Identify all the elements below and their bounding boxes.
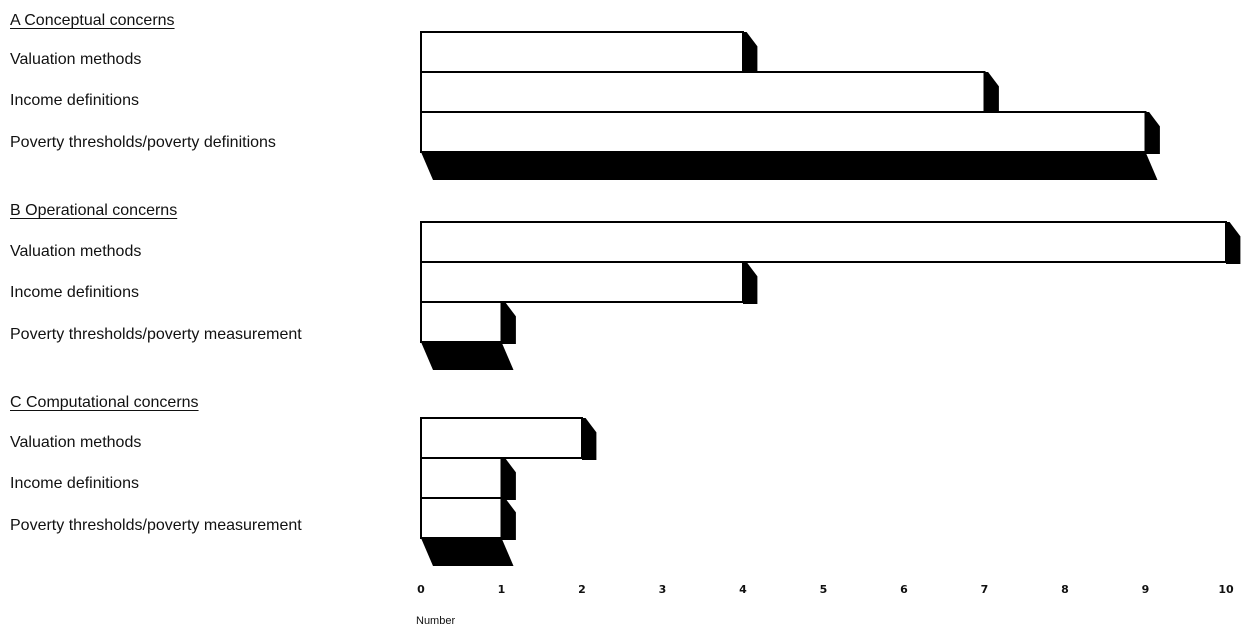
bar-shadow bbox=[743, 32, 758, 74]
x-tick-label: 3 bbox=[658, 583, 667, 596]
x-tick-label: 6 bbox=[900, 583, 908, 596]
bar bbox=[420, 457, 503, 499]
bar bbox=[420, 261, 744, 303]
bar-shadow-bottom bbox=[421, 342, 514, 370]
category-label: Poverty thresholds/poverty definitions bbox=[10, 134, 276, 151]
x-axis-label: Number bbox=[416, 615, 456, 627]
x-tick-label: 1 bbox=[497, 583, 506, 596]
category-label: Income definitions bbox=[10, 475, 139, 492]
bar bbox=[420, 111, 1147, 153]
x-tick-label: 5 bbox=[819, 583, 828, 596]
bar-shadow bbox=[1145, 112, 1160, 154]
bar bbox=[420, 71, 986, 113]
bar bbox=[420, 497, 503, 539]
group-title: C Computational concerns bbox=[10, 394, 199, 411]
bar bbox=[420, 31, 744, 73]
x-tick-label: 4 bbox=[739, 583, 747, 596]
group-title: B Operational concerns bbox=[10, 202, 178, 219]
bar-shadow-bottom bbox=[421, 538, 514, 566]
category-label: Income definitions bbox=[10, 92, 139, 109]
category-label: Valuation methods bbox=[10, 434, 142, 451]
category-label: Poverty thresholds/poverty measurement bbox=[10, 326, 302, 343]
bar-shadow-bottom bbox=[421, 152, 1158, 180]
x-tick-label: 9 bbox=[1141, 583, 1150, 596]
bar-shadow bbox=[501, 302, 516, 344]
bar-shadow bbox=[501, 498, 516, 540]
group-title: A Conceptual concerns bbox=[10, 12, 175, 29]
category-label: Valuation methods bbox=[10, 243, 142, 260]
bar-shadow bbox=[1226, 222, 1241, 264]
x-tick-label: 0 bbox=[417, 583, 425, 596]
x-tick-label: 8 bbox=[1061, 583, 1069, 596]
x-tick-label: 7 bbox=[980, 583, 989, 596]
bar-shadow bbox=[984, 72, 999, 114]
bar bbox=[420, 221, 1227, 263]
category-label: Income definitions bbox=[10, 284, 139, 301]
bar-shadow bbox=[582, 418, 597, 460]
bar-shadow bbox=[743, 262, 758, 304]
category-label: Poverty thresholds/poverty measurement bbox=[10, 517, 302, 534]
x-tick-label: 10 bbox=[1218, 583, 1234, 596]
x-tick-label: 2 bbox=[578, 583, 586, 596]
bar-shadow bbox=[501, 458, 516, 500]
bar bbox=[420, 301, 503, 343]
category-label: Valuation methods bbox=[10, 51, 142, 68]
bar bbox=[420, 417, 583, 459]
